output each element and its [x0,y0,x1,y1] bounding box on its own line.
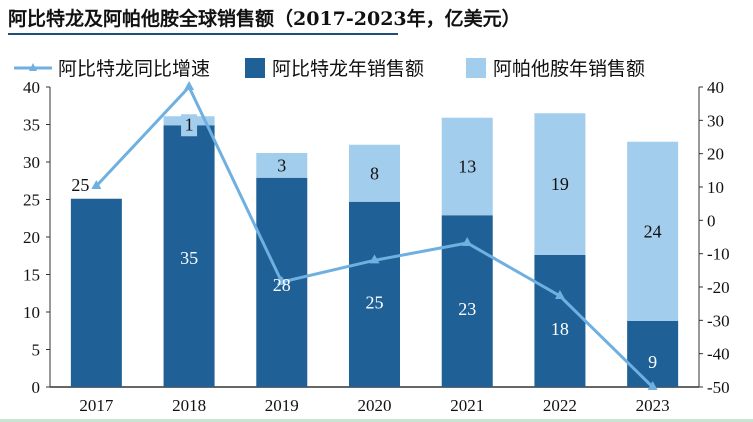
right-tick-label: 30 [707,111,724,130]
x-tick-label: 2018 [172,396,206,415]
growth-point-marker [462,237,473,246]
bar-abiraterone [627,321,679,387]
x-tick-label: 2019 [265,396,299,415]
right-tick-label: -20 [707,278,730,297]
legend-label-growth: 阿比特龙同比增速 [58,58,210,80]
left-tick-label: 35 [23,116,40,135]
left-tick-label: 40 [23,78,40,97]
bar-apalutamide [349,144,400,202]
legend-swatch-abiraterone [245,58,265,78]
growth-point-marker [276,276,287,285]
growth-point-marker [369,254,380,264]
x-tick-label: 2020 [358,396,392,415]
right-tick-label: 40 [707,78,724,97]
label-abiraterone: 25 [366,292,384,312]
left-tick-label: 30 [23,153,40,172]
bar-abiraterone [534,255,586,387]
bar-apalutamide [441,117,493,216]
right-tick-label: -40 [707,345,730,364]
label-apalutamide: 13 [458,157,476,177]
bar-apalutamide [534,113,586,255]
label-abiraterone: 28 [273,275,291,295]
label-background [181,114,198,137]
label-abiraterone: 18 [551,319,569,339]
label-abiraterone: 9 [648,352,657,372]
bar-abiraterone [163,125,215,387]
left-tick-label: 5 [32,341,41,360]
growth-point-marker [184,81,195,90]
growth-point-marker [91,180,102,189]
right-tick-label: -50 [707,378,730,397]
label-apalutamide: 19 [551,174,569,194]
bar-abiraterone [70,198,122,387]
growth-point-marker [647,381,658,390]
growth-point-marker [554,290,565,299]
label-abiraterone: 25 [71,175,89,195]
x-tick-label: 2017 [79,396,114,415]
left-tick-label: 25 [23,191,40,210]
legend-triangle-marker [29,63,37,71]
label-abiraterone: 23 [458,299,476,319]
label-abiraterone: 35 [180,248,198,268]
label-apalutamide: 8 [370,163,379,183]
x-tick-label: 2022 [543,396,577,415]
right-tick-label: 20 [707,145,724,164]
right-tick-label: -10 [707,245,730,264]
legend-swatch-apalutamide [466,58,486,78]
right-tick-label: 10 [707,178,724,197]
left-tick-label: 15 [23,266,40,285]
bottom-divider [0,419,753,422]
chart-title: 阿比特龙及阿帕他胺全球销售额（2017-2023年，亿美元） [8,8,521,30]
left-tick-label: 10 [23,303,40,322]
left-tick-label: 20 [23,228,40,247]
legend-label-abiraterone: 阿比特龙年销售额 [272,58,424,80]
bar-abiraterone [349,201,400,387]
bar-apalutamide [256,153,308,178]
bar-apalutamide [627,141,679,321]
x-tick-label: 2023 [636,396,670,415]
left-tick-label: 0 [32,378,41,397]
label-apalutamide: 1 [185,114,194,134]
right-tick-label: 0 [707,211,716,230]
label-apalutamide: 3 [277,155,286,175]
label-apalutamide: 24 [644,221,662,241]
legend-label-apalutamide: 阿帕他胺年销售额 [493,58,645,80]
x-tick-label: 2021 [450,396,484,415]
title-underline [8,33,398,35]
right-tick-label: -30 [707,311,730,330]
